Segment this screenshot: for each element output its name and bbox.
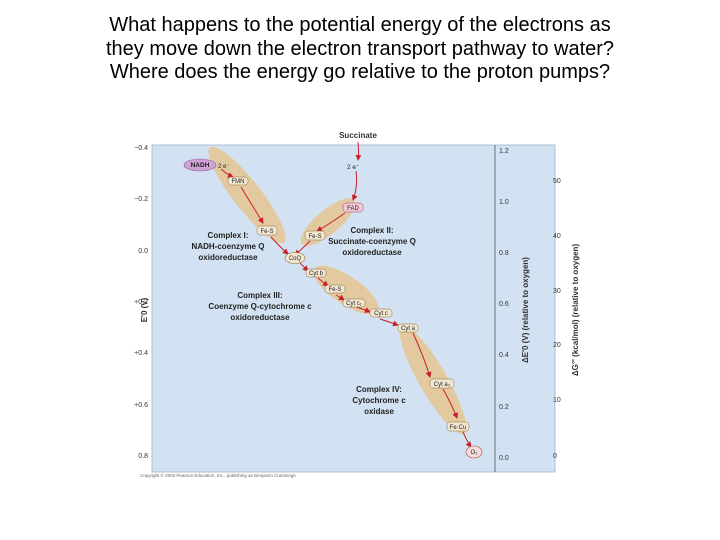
cytc1-label: Cyt c₁ (346, 301, 362, 307)
right2-tick: 40 (553, 233, 561, 240)
complex-1-label-line1: Complex I: (208, 231, 249, 240)
complex-3-label-line3: oxidoreductase (230, 313, 290, 322)
arrow (270, 236, 289, 255)
fad-label: FAD (347, 206, 359, 212)
right1-tick: 0.8 (499, 250, 509, 257)
cyta-label: Cyt a (401, 326, 416, 332)
two-e-left-label: 2 e⁻ (218, 164, 230, 170)
cyta-node (397, 323, 419, 333)
arrow (462, 431, 472, 448)
right1-tick: 0.6 (499, 301, 509, 308)
arrow (442, 388, 459, 419)
right2-tick: 30 (553, 288, 561, 295)
fad-node (342, 202, 364, 213)
arrow (355, 141, 362, 161)
left-tick: −0.2 (134, 196, 148, 203)
right-axis-2-ticks: 50 40 30 20 10 0 (553, 178, 561, 460)
cyta3-label: Cyt a₃ (434, 382, 451, 388)
fes3-node (324, 284, 346, 294)
cytc-label: Cyt c (374, 311, 388, 317)
right-axis-2-label: ΔG°' (kcal/mol) (relative to oxygen) (571, 244, 580, 377)
coq-node (284, 252, 306, 264)
complex-labels: Complex I: NADH-coenzyme Q oxidoreductas… (192, 226, 416, 416)
right1-tick: 1.0 (499, 199, 509, 206)
complex-1-label-line2: NADH-coenzyme Q (192, 242, 265, 251)
fecu-node (446, 421, 470, 432)
question-line-1: What happens to the potential energy of … (109, 14, 611, 36)
complex-2-label-line1: Complex II: (350, 226, 393, 235)
left-axis-label: E'0 (V) (140, 297, 149, 322)
complex-4-label-line1: Complex IV: (356, 385, 402, 394)
cyta3-node (429, 378, 455, 389)
fmn-node (227, 176, 249, 186)
left-tick: −0.4 (134, 145, 148, 152)
copyright-text: Copyright © 2003 Pearson Education, Inc.… (140, 472, 296, 478)
o2-label: O₂ (471, 450, 479, 456)
arrow (379, 318, 399, 327)
fes2-label: Fe-S (308, 234, 321, 240)
arrow (351, 170, 358, 201)
question-line-2: they move down the electron transport pa… (105, 37, 615, 60)
right2-tick: 20 (553, 342, 561, 349)
left-axis-ticks: −0.4 −0.2 0.0 +0.2 +0.4 +0.6 0.8 (134, 145, 148, 460)
arrow (220, 168, 234, 178)
electron-transport-diagram: Succinate −0.4 −0.2 0.0 +0.2 +0.4 +0.6 0… (134, 131, 580, 478)
left-tick: 0.8 (138, 453, 148, 460)
complex-1-region (208, 146, 286, 244)
o2-node (465, 445, 483, 459)
right-axis-1-label: ΔE'0 (V) (relative to oxygen) (521, 257, 530, 363)
left-tick: +0.4 (134, 350, 148, 357)
right2-tick: 10 (553, 397, 561, 404)
arrow (355, 306, 371, 313)
cytb-node (305, 268, 327, 278)
fes2-node (304, 230, 326, 241)
succinate-label: Succinate (339, 131, 377, 140)
right1-tick: 0.2 (499, 404, 509, 411)
two-e-top-label: 2 e⁻ (347, 164, 360, 171)
right-axis-1-ticks: 1.2 1.0 0.8 0.6 0.4 0.2 0.0 (499, 148, 509, 462)
fes1-node (256, 225, 278, 236)
right1-tick: 0.0 (499, 455, 509, 462)
complex-3-label-line2: Coenzyme Q-cytochrome c (208, 302, 312, 311)
complex-2-label-line2: Succinate-coenzyme Q (328, 237, 416, 246)
cytc-node (369, 308, 393, 318)
right2-tick: 0 (553, 453, 557, 460)
nadh-label: NADH (191, 162, 210, 169)
cytb-label: Cyt b (309, 271, 324, 277)
fecu-label: Fe·Cu (450, 425, 467, 431)
coq-label: CoQ (289, 256, 302, 262)
cytc1-node (342, 298, 366, 308)
fes1-label: Fe-S (260, 229, 273, 235)
complex-4-label-line2: Cytochrome c (352, 396, 406, 405)
nadh-node (183, 158, 217, 172)
left-tick: +0.2 (134, 299, 148, 306)
complex-1-label-line3: oxidoreductase (198, 253, 258, 262)
right2-tick: 50 (553, 178, 561, 185)
left-tick: 0.0 (138, 248, 148, 255)
arrow (240, 186, 264, 224)
question-text: What happens to the potential energy of … (0, 14, 720, 85)
complex-2-label-line3: oxidoreductase (342, 248, 402, 257)
right1-tick: 1.2 (499, 148, 509, 155)
complex-4-label-line3: oxidase (364, 407, 394, 416)
left-tick: +0.6 (134, 402, 148, 409)
fes3-label: Fe-S (328, 287, 341, 293)
arrow (412, 332, 432, 378)
carriers: NADH 2 e⁻ FMN Fe-S CoQ 2 e⁻ FAD Fe-S Cyt… (183, 158, 483, 459)
question-line-3: Where does the energy go relative to the… (109, 61, 611, 83)
arrow (316, 212, 346, 232)
complex-3-label-line1: Complex III: (237, 291, 282, 300)
fmn-label: FMN (232, 179, 245, 185)
right1-tick: 0.4 (499, 352, 509, 359)
